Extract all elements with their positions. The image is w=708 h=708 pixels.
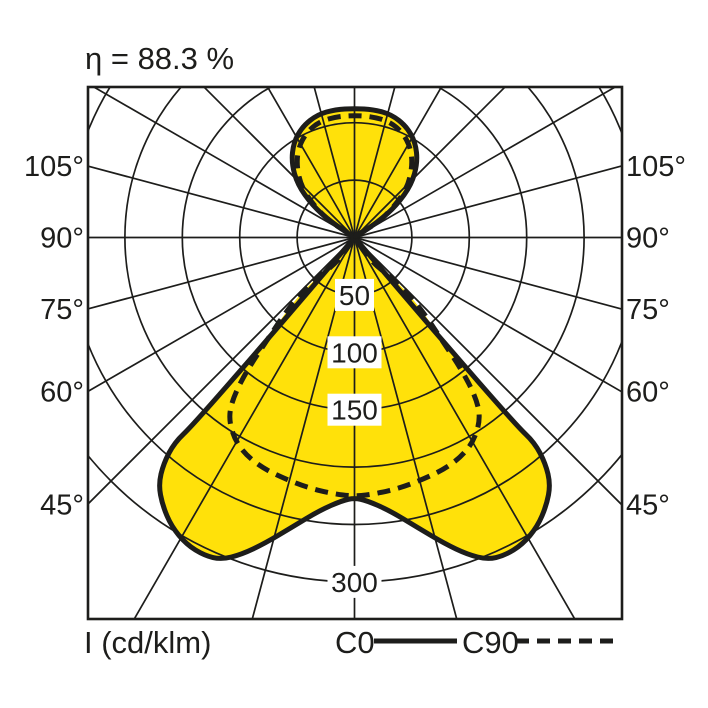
- grid-ray-195: [313, 87, 356, 238]
- efficiency-title: η = 88.3 %: [85, 41, 234, 76]
- grid-ray-135: [353, 87, 507, 239]
- grid-ray-165: [353, 87, 396, 238]
- angle-label-layer: 105° 105° 90° 90° 75° 75° 60° 60° 45° 45°: [24, 151, 686, 522]
- legend-c0-label: C0: [335, 625, 375, 660]
- radial-label-150: 150: [331, 395, 378, 426]
- angle-label-right-60: 60°: [626, 377, 670, 409]
- grid-ray-255: [88, 165, 355, 239]
- intensity-unit-label: I (cd/klm): [84, 625, 211, 660]
- angle-label-right-45: 45°: [626, 490, 670, 522]
- grid-ray-15: [353, 237, 458, 619]
- plot-frame: [86, 85, 624, 621]
- angle-label-right-90: 90°: [626, 223, 670, 255]
- angle-label-left-105: 105°: [24, 151, 84, 183]
- grid-ray-285: [88, 236, 355, 310]
- grid-ray-300: [88, 236, 355, 393]
- radial-label-300: 300: [331, 567, 378, 598]
- angle-label-left-75: 75°: [40, 294, 84, 326]
- legend-c90-label: C90: [462, 625, 519, 660]
- radial-label-box-150: [327, 393, 382, 426]
- grid-ray-75: [354, 236, 622, 311]
- radial-label-box-100: [327, 336, 382, 369]
- grid-ray-315: [88, 236, 356, 506]
- angle-label-right-105: 105°: [626, 151, 686, 183]
- grid-ray-30: [353, 237, 576, 619]
- radial-label-layer: 50 100 150 300: [327, 278, 382, 598]
- curve-c0: [157, 106, 552, 561]
- radial-label-box-300: [327, 565, 382, 598]
- angle-label-right-75: 75°: [626, 294, 670, 326]
- grid-ray-330: [133, 237, 356, 619]
- angle-label-left-90: 90°: [40, 223, 84, 255]
- radial-label-100: 100: [331, 337, 378, 368]
- grid-ray-60: [354, 236, 622, 393]
- grid-ray-105: [354, 164, 622, 239]
- curve-stroke-layer: [157, 106, 552, 561]
- curve-c90: [227, 113, 482, 499]
- grid-ray-210: [266, 87, 356, 238]
- grid-ray-225: [202, 87, 356, 239]
- angle-label-left-60: 60°: [40, 377, 84, 409]
- grid-ray-150: [353, 87, 443, 238]
- grid-ray-45: [353, 236, 622, 507]
- angle-label-left-45: 45°: [40, 490, 84, 522]
- grid-ray-345: [251, 237, 356, 619]
- radial-label-box-50: [335, 278, 374, 311]
- grid-ray-120: [354, 87, 617, 239]
- radial-label-50: 50: [339, 280, 370, 311]
- grid-ray-240: [92, 87, 355, 239]
